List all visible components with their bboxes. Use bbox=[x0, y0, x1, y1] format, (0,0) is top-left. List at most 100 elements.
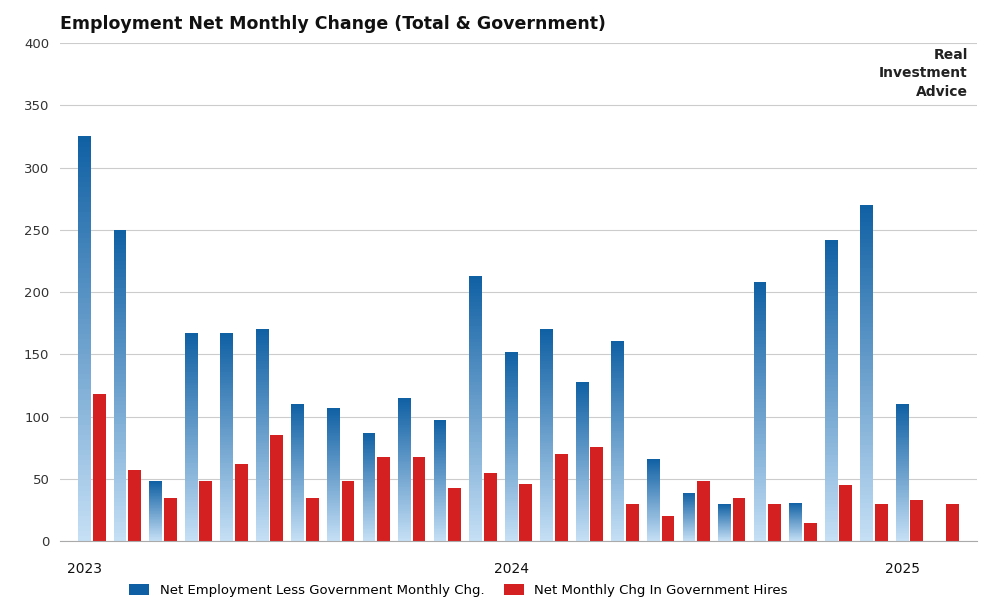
Bar bbox=[398, 453, 411, 455]
Bar bbox=[78, 349, 91, 354]
Bar bbox=[825, 515, 837, 518]
Bar bbox=[540, 351, 553, 353]
Bar bbox=[896, 510, 908, 512]
Bar bbox=[114, 284, 127, 288]
Bar bbox=[754, 473, 767, 477]
Bar bbox=[150, 517, 163, 518]
Bar bbox=[398, 534, 411, 536]
Bar bbox=[611, 346, 624, 348]
Bar bbox=[860, 344, 873, 348]
Bar bbox=[470, 336, 482, 339]
Bar bbox=[413, 456, 426, 541]
Bar bbox=[540, 427, 553, 430]
Bar bbox=[896, 498, 908, 500]
Bar bbox=[647, 518, 660, 520]
Bar bbox=[896, 456, 908, 458]
Bar bbox=[434, 540, 447, 541]
Bar bbox=[860, 533, 873, 537]
Bar bbox=[256, 393, 268, 395]
Bar bbox=[825, 341, 837, 345]
Bar bbox=[398, 482, 411, 484]
Bar bbox=[825, 526, 837, 530]
Bar bbox=[896, 519, 908, 521]
Bar bbox=[611, 486, 624, 488]
Bar bbox=[327, 496, 340, 498]
Bar bbox=[256, 387, 268, 391]
Bar bbox=[235, 464, 247, 541]
Bar bbox=[470, 432, 482, 435]
Bar bbox=[291, 533, 304, 534]
Bar bbox=[434, 514, 447, 515]
Bar bbox=[363, 499, 375, 501]
Bar bbox=[434, 421, 447, 422]
Bar bbox=[114, 463, 127, 467]
Bar bbox=[540, 435, 553, 438]
Bar bbox=[647, 525, 660, 526]
Bar bbox=[184, 346, 197, 349]
Bar bbox=[220, 399, 233, 401]
Bar bbox=[220, 474, 233, 476]
Bar bbox=[150, 486, 163, 488]
Bar bbox=[398, 457, 411, 459]
Bar bbox=[825, 462, 837, 466]
Bar bbox=[576, 509, 588, 511]
Bar bbox=[754, 418, 767, 421]
Bar bbox=[150, 504, 163, 506]
Bar bbox=[576, 430, 588, 432]
Bar bbox=[291, 502, 304, 504]
Bar bbox=[78, 207, 91, 212]
Bar bbox=[150, 499, 163, 500]
Bar bbox=[733, 498, 746, 541]
Bar bbox=[540, 480, 553, 483]
Bar bbox=[291, 421, 304, 423]
Bar bbox=[256, 353, 268, 356]
Bar bbox=[220, 523, 233, 526]
Bar bbox=[114, 269, 127, 272]
Bar bbox=[327, 516, 340, 518]
Bar bbox=[256, 369, 268, 372]
Bar bbox=[470, 422, 482, 425]
Bar bbox=[754, 441, 767, 444]
Bar bbox=[540, 467, 553, 470]
Bar bbox=[291, 478, 304, 480]
Bar bbox=[256, 512, 268, 515]
Bar bbox=[860, 466, 873, 470]
Bar bbox=[256, 383, 268, 385]
Bar bbox=[896, 443, 908, 445]
Bar bbox=[470, 511, 482, 515]
Bar bbox=[78, 384, 91, 389]
Bar bbox=[825, 474, 837, 477]
Bar bbox=[114, 362, 127, 366]
Bar bbox=[184, 456, 197, 458]
Bar bbox=[256, 351, 268, 353]
Bar bbox=[504, 506, 517, 508]
Bar bbox=[256, 377, 268, 380]
Bar bbox=[504, 525, 517, 527]
Bar bbox=[540, 472, 553, 475]
Bar bbox=[150, 534, 163, 535]
Bar bbox=[611, 461, 624, 464]
Bar bbox=[363, 509, 375, 510]
Bar bbox=[363, 540, 375, 541]
Bar bbox=[256, 422, 268, 425]
Bar bbox=[398, 400, 411, 402]
Bar bbox=[220, 539, 233, 541]
Bar bbox=[504, 508, 517, 510]
Bar bbox=[150, 540, 163, 541]
Bar bbox=[860, 520, 873, 525]
Bar bbox=[754, 328, 767, 331]
Bar bbox=[434, 502, 447, 504]
Bar bbox=[470, 369, 482, 372]
Bar bbox=[220, 380, 233, 383]
Bar bbox=[576, 390, 588, 392]
Bar bbox=[470, 482, 482, 485]
Bar bbox=[946, 504, 959, 541]
Bar bbox=[291, 408, 304, 410]
Bar bbox=[754, 386, 767, 389]
Bar bbox=[114, 308, 127, 312]
Bar bbox=[327, 463, 340, 464]
Bar bbox=[540, 403, 553, 407]
Bar bbox=[434, 428, 447, 429]
Bar bbox=[363, 477, 375, 479]
Bar bbox=[860, 381, 873, 386]
